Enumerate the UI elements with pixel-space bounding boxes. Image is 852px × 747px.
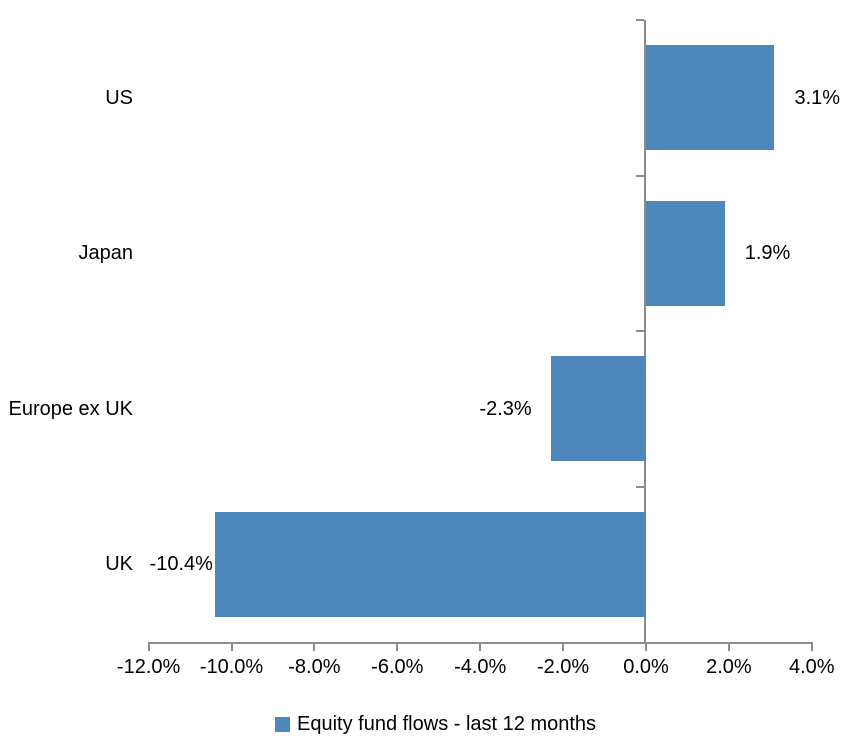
x-axis-tick-label: 0.0%: [623, 656, 669, 678]
x-axis-tick-label: -2.0%: [536, 656, 590, 678]
x-axis-tick-label: 4.0%: [789, 656, 835, 678]
x-axis-tick-label: 2.0%: [706, 656, 752, 678]
category-label-europe-ex-uk: Europe ex UK: [8, 397, 133, 420]
bar-europe-ex-uk: [550, 356, 646, 462]
x-axis-tick-label: -8.0%: [288, 656, 341, 678]
x-axis-tick: [396, 642, 399, 651]
category-label-us: US: [105, 86, 133, 109]
bar-us: [646, 45, 775, 151]
y-axis-tick: [636, 330, 644, 332]
data-label-uk: -10.4%: [149, 553, 213, 576]
data-label-us: 3.1%: [794, 86, 841, 109]
x-axis-tick: [479, 642, 482, 651]
x-axis-tick: [810, 642, 813, 651]
x-axis-tick-label: -4.0%: [454, 656, 507, 678]
x-axis-tick: [147, 642, 150, 651]
y-axis-zero-line: [644, 20, 646, 644]
y-axis-tick: [636, 19, 644, 21]
bar-uk: [214, 511, 646, 617]
y-axis-tick: [636, 485, 644, 488]
y-axis-tick: [636, 174, 644, 177]
x-axis-tick: [562, 642, 565, 651]
legend: Equity fund flows - last 12 months: [275, 710, 596, 738]
legend-marker-swatch: [275, 716, 290, 732]
x-axis-tick: [230, 642, 233, 651]
legend-series-label: Equity fund flows - last 12 months: [297, 713, 597, 735]
data-label-europe-ex-uk: -2.3%: [479, 397, 532, 420]
category-label-japan: Japan: [78, 242, 134, 265]
x-axis-tick-label: -12.0%: [116, 656, 181, 678]
x-axis-tick-label: -10.0%: [199, 656, 264, 678]
bar-japan: [646, 200, 725, 306]
x-axis-tick-label: -6.0%: [371, 656, 424, 678]
x-axis-tick: [645, 642, 647, 651]
x-axis-tick: [313, 642, 316, 651]
category-label-uk: UK: [105, 553, 133, 576]
data-label-japan: 1.9%: [744, 242, 791, 265]
x-axis-tick: [727, 642, 730, 651]
